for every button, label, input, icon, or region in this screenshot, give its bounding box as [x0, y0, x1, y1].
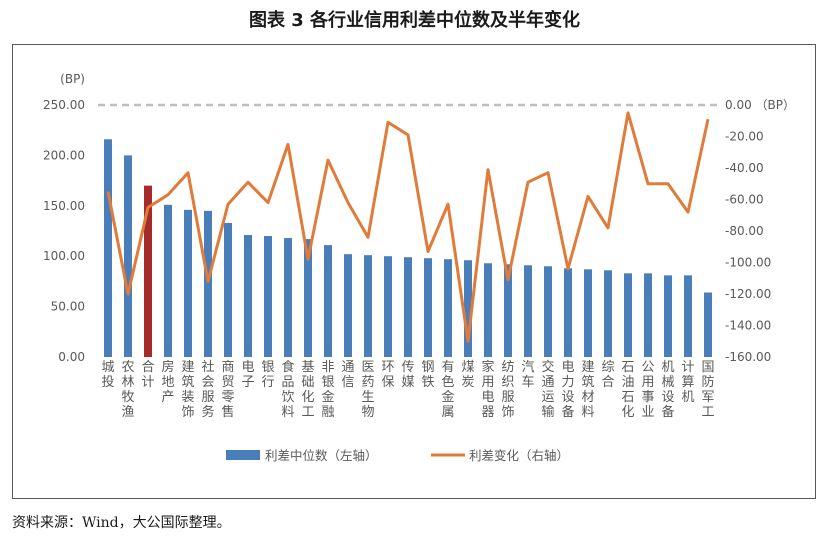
- bar-公用事业: [644, 273, 652, 357]
- category-label: 机械设备: [661, 360, 674, 420]
- bar-电子: [244, 235, 252, 357]
- category-label: 综合: [601, 360, 614, 390]
- bar-商贸零售: [224, 222, 232, 357]
- category-label: 房地产: [161, 359, 174, 405]
- chart-svg: (BP) 0.00 50.00 100.00 150.00 200.00 250.00 -…: [43, 72, 795, 463]
- bars-group: [104, 139, 712, 357]
- category-label: 社会服务: [201, 359, 214, 420]
- bar-非银金融: [324, 245, 332, 357]
- bar-交通运输: [544, 266, 552, 357]
- bar-家用电器: [484, 263, 492, 357]
- category-label: 石油石化: [621, 360, 634, 420]
- bar-房地产: [164, 204, 172, 357]
- bar-农林牧渔: [124, 155, 132, 357]
- bar-传媒: [404, 257, 412, 357]
- left-axis-tick: 50.00: [51, 300, 85, 314]
- bar-银行: [264, 236, 272, 357]
- chart-frame: (BP) 0.00 50.00 100.00 150.00 200.00 250.00 -…: [12, 44, 816, 499]
- left-axis: (BP) 0.00 50.00 100.00 150.00 200.00 250.00: [43, 72, 85, 364]
- right-axis-tick: -80.00: [725, 224, 764, 238]
- category-label: 城投: [101, 360, 114, 390]
- bar-纺织服饰: [504, 264, 512, 357]
- category-label: 国防军工: [701, 360, 714, 420]
- legend-bar-label: 利差中位数（左轴）: [265, 448, 378, 463]
- category-label: 食品饮料: [281, 359, 294, 420]
- bar-有色金属: [444, 259, 452, 357]
- figure-title: 图表 3 各行业信用利差中位数及半年变化: [248, 10, 581, 31]
- bar-社会服务: [204, 210, 212, 357]
- category-label: 计算机: [681, 360, 694, 405]
- category-label: 通信: [341, 360, 354, 390]
- category-label: 环保: [381, 360, 394, 390]
- left-axis-tick: 100.00: [43, 249, 85, 263]
- bar-机械设备: [664, 275, 672, 357]
- bar-环保: [384, 256, 392, 357]
- category-label: 电力设备: [561, 360, 574, 420]
- bar-通信: [344, 254, 352, 357]
- right-axis-tick: -40.00: [725, 161, 764, 175]
- right-axis-tick: -120.00: [725, 287, 771, 301]
- right-axis: -160.00 -140.00 -120.00 -100.00 -80.00 -60.00…: [725, 98, 795, 364]
- bar-建筑装饰: [184, 209, 192, 357]
- bar-建筑材料: [584, 269, 592, 357]
- category-labels: 城投农林牧渔合计房地产建筑装饰社会服务商贸零售电子银行食品饮料基础化工非银金融通…: [101, 359, 714, 420]
- category-label: 建筑材料: [581, 360, 594, 420]
- category-label: 煤炭: [461, 360, 474, 390]
- bar-电力设备: [564, 268, 572, 357]
- right-axis-tick: -160.00: [725, 350, 771, 364]
- legend-bar-swatch: [226, 450, 260, 460]
- source-note: 资料来源：Wind，大公国际整理。: [12, 515, 231, 531]
- category-label: 医药生物: [361, 360, 374, 420]
- right-axis-tick: -20.00: [725, 130, 764, 144]
- bar-汽车: [524, 265, 532, 357]
- right-axis-tick: -100.00: [725, 256, 771, 270]
- legend: 利差中位数（左轴） 利差变化（右轴）: [226, 448, 569, 463]
- right-axis-tick: 0.00 （BP）: [725, 98, 795, 112]
- left-axis-tick: 250.00: [43, 98, 85, 112]
- category-label: 家用电器: [481, 359, 494, 420]
- category-label: 基础化工: [301, 360, 314, 420]
- category-label: 银行: [261, 360, 274, 390]
- left-axis-tick: 0.00: [58, 350, 85, 364]
- category-label: 纺织服饰: [501, 360, 514, 420]
- bar-合计: [144, 185, 152, 357]
- bar-基础化工: [304, 239, 312, 357]
- legend-line-label: 利差变化（右轴）: [469, 448, 569, 463]
- bar-综合: [604, 270, 612, 357]
- bar-石油石化: [624, 273, 632, 357]
- category-label: 有色金属: [441, 360, 454, 420]
- line-series-group: [106, 111, 710, 343]
- category-label: 电子: [241, 360, 254, 390]
- category-label: 合计: [141, 360, 154, 390]
- category-label: 商贸零售: [221, 360, 234, 420]
- bar-国防军工: [704, 292, 712, 357]
- bar-计算机: [684, 275, 692, 357]
- left-axis-tick: 150.00: [43, 199, 85, 213]
- bar-城投: [104, 139, 112, 357]
- right-axis-tick: -60.00: [725, 193, 764, 207]
- category-label: 建筑装饰: [181, 360, 194, 420]
- right-axis-tick: -140.00: [725, 319, 771, 333]
- category-label: 非银金融: [321, 360, 334, 420]
- left-axis-unit: (BP): [60, 72, 85, 86]
- category-label: 汽车: [521, 360, 534, 390]
- category-label: 交通运输: [541, 359, 554, 420]
- bar-医药生物: [364, 255, 372, 357]
- category-label: 钢铁: [421, 360, 434, 390]
- category-label: 公用事业: [641, 360, 654, 420]
- category-label: 传媒: [401, 360, 414, 390]
- bar-食品饮料: [284, 238, 292, 357]
- bar-钢铁: [424, 258, 432, 357]
- category-label: 农林牧渔: [121, 360, 134, 420]
- bar-煤炭: [464, 260, 472, 357]
- left-axis-tick: 200.00: [43, 148, 85, 162]
